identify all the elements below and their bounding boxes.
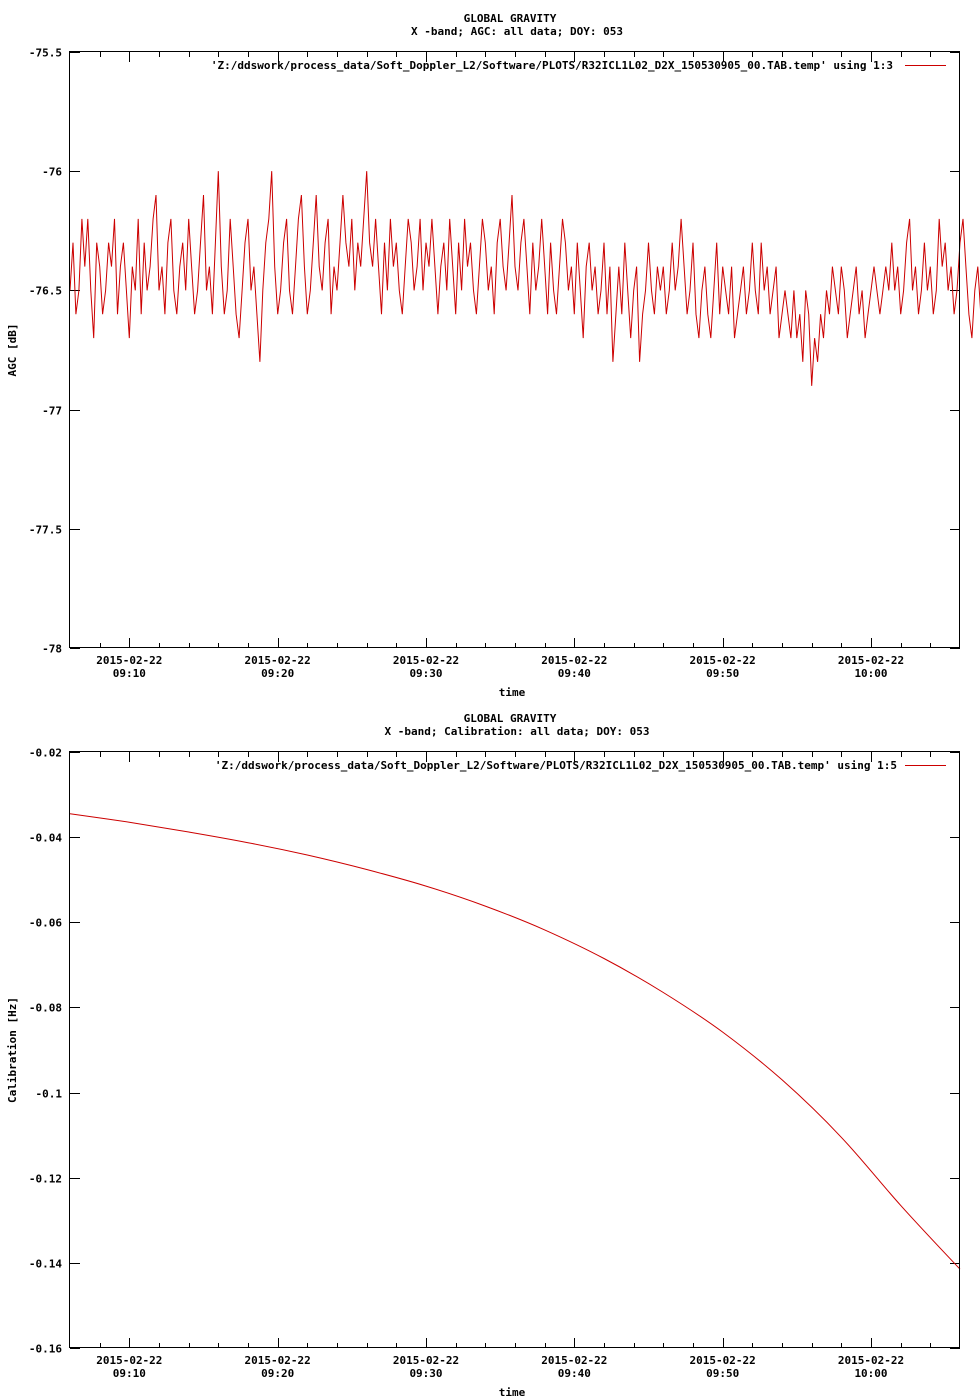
calibration-x-tick-date: 2015-02-22 bbox=[96, 1354, 162, 1367]
agc-x-axis-label: time bbox=[499, 686, 526, 699]
agc-x-tick-time: 09:10 bbox=[113, 667, 146, 680]
calibration-series-line bbox=[69, 813, 961, 1270]
calibration-plot-frame bbox=[69, 751, 960, 1348]
agc-x-tick-time: 10:00 bbox=[854, 667, 887, 680]
calibration-x-tick-date: 2015-02-22 bbox=[245, 1354, 311, 1367]
calibration-chart-subtitle: X -band; Calibration: all data; DOY: 053 bbox=[385, 725, 650, 738]
agc-chart-title: GLOBAL GRAVITY bbox=[464, 12, 557, 25]
calibration-x-tick-date: 2015-02-22 bbox=[393, 1354, 459, 1367]
calibration-y-tick-label: -0.14 bbox=[29, 1258, 62, 1271]
calibration-x-tick-date: 2015-02-22 bbox=[690, 1354, 756, 1367]
agc-y-tick-label: -76.5 bbox=[29, 285, 62, 298]
agc-x-tick-time: 09:50 bbox=[706, 667, 739, 680]
agc-x-tick-date: 2015-02-22 bbox=[690, 654, 756, 667]
agc-x-tick-time: 09:30 bbox=[409, 667, 442, 680]
agc-x-tick-date: 2015-02-22 bbox=[838, 654, 904, 667]
calibration-x-tick-time: 09:50 bbox=[706, 1367, 739, 1380]
agc-y-tick-label: -77.5 bbox=[29, 524, 62, 537]
calibration-x-tick-time: 09:10 bbox=[113, 1367, 146, 1380]
agc-x-tick-date: 2015-02-22 bbox=[245, 654, 311, 667]
calibration-x-tick-date: 2015-02-22 bbox=[541, 1354, 607, 1367]
calibration-legend-label: 'Z:/ddswork/process_data/Soft_Doppler_L2… bbox=[215, 759, 897, 772]
agc-y-tick-label: -77 bbox=[42, 405, 62, 418]
agc-plot-frame bbox=[69, 51, 960, 648]
agc-chart: GLOBAL GRAVITY X -band; AGC: all data; D… bbox=[6, 12, 980, 699]
agc-x-tick-date: 2015-02-22 bbox=[96, 654, 162, 667]
calibration-y-tick-label: -0.12 bbox=[29, 1173, 62, 1186]
calibration-y-tick-label: -0.16 bbox=[29, 1343, 62, 1356]
calibration-y-tick-label: -0.02 bbox=[29, 747, 62, 760]
calibration-x-tick-date: 2015-02-22 bbox=[838, 1354, 904, 1367]
agc-x-tick-date: 2015-02-22 bbox=[393, 654, 459, 667]
agc-x-tick-time: 09:20 bbox=[261, 667, 294, 680]
agc-chart-subtitle: X -band; AGC: all data; DOY: 053 bbox=[411, 25, 623, 38]
calibration-x-tick-time: 10:00 bbox=[854, 1367, 887, 1380]
agc-x-tick-date: 2015-02-22 bbox=[541, 654, 607, 667]
agc-y-tick-label: -78 bbox=[42, 643, 62, 656]
calibration-x-tick-time: 09:30 bbox=[409, 1367, 442, 1380]
calibration-y-tick-label: -0.08 bbox=[29, 1002, 62, 1015]
calibration-x-axis-label: time bbox=[499, 1386, 526, 1399]
calibration-y-tick-label: -0.1 bbox=[36, 1088, 63, 1101]
calibration-chart: GLOBAL GRAVITY X -band; Calibration: all… bbox=[6, 712, 961, 1399]
agc-series-line bbox=[69, 171, 980, 386]
calibration-y-tick-label: -0.06 bbox=[29, 917, 62, 930]
calibration-y-axis-label: Calibration [Hz] bbox=[6, 997, 19, 1103]
agc-y-tick-label: -76 bbox=[42, 166, 62, 179]
calibration-x-tick-time: 09:20 bbox=[261, 1367, 294, 1380]
agc-x-tick-time: 09:40 bbox=[558, 667, 591, 680]
calibration-x-tick-time: 09:40 bbox=[558, 1367, 591, 1380]
calibration-y-tick-label: -0.04 bbox=[29, 832, 62, 845]
calibration-chart-title: GLOBAL GRAVITY bbox=[464, 712, 557, 725]
agc-legend-label: 'Z:/ddswork/process_data/Soft_Doppler_L2… bbox=[211, 59, 893, 72]
agc-y-axis-label: AGC [dB] bbox=[6, 324, 19, 377]
agc-y-tick-label: -75.5 bbox=[29, 47, 62, 60]
